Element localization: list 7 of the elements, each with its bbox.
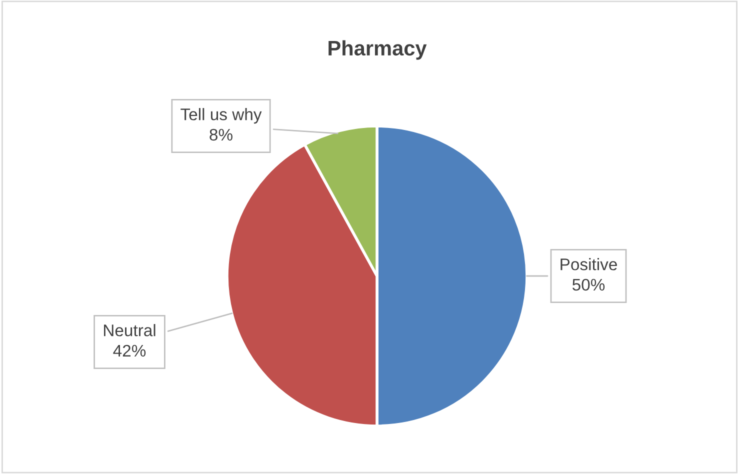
data-label: 50%: [572, 278, 605, 291]
slice-label: Positive: [560, 258, 617, 270]
slice-label: Tell us why: [180, 108, 262, 124]
data-label: 8%: [210, 128, 232, 141]
chart-title: Pharmacy: [328, 40, 427, 60]
slice-label: Neutral: [104, 324, 156, 336]
data-label: 42%: [113, 344, 146, 357]
